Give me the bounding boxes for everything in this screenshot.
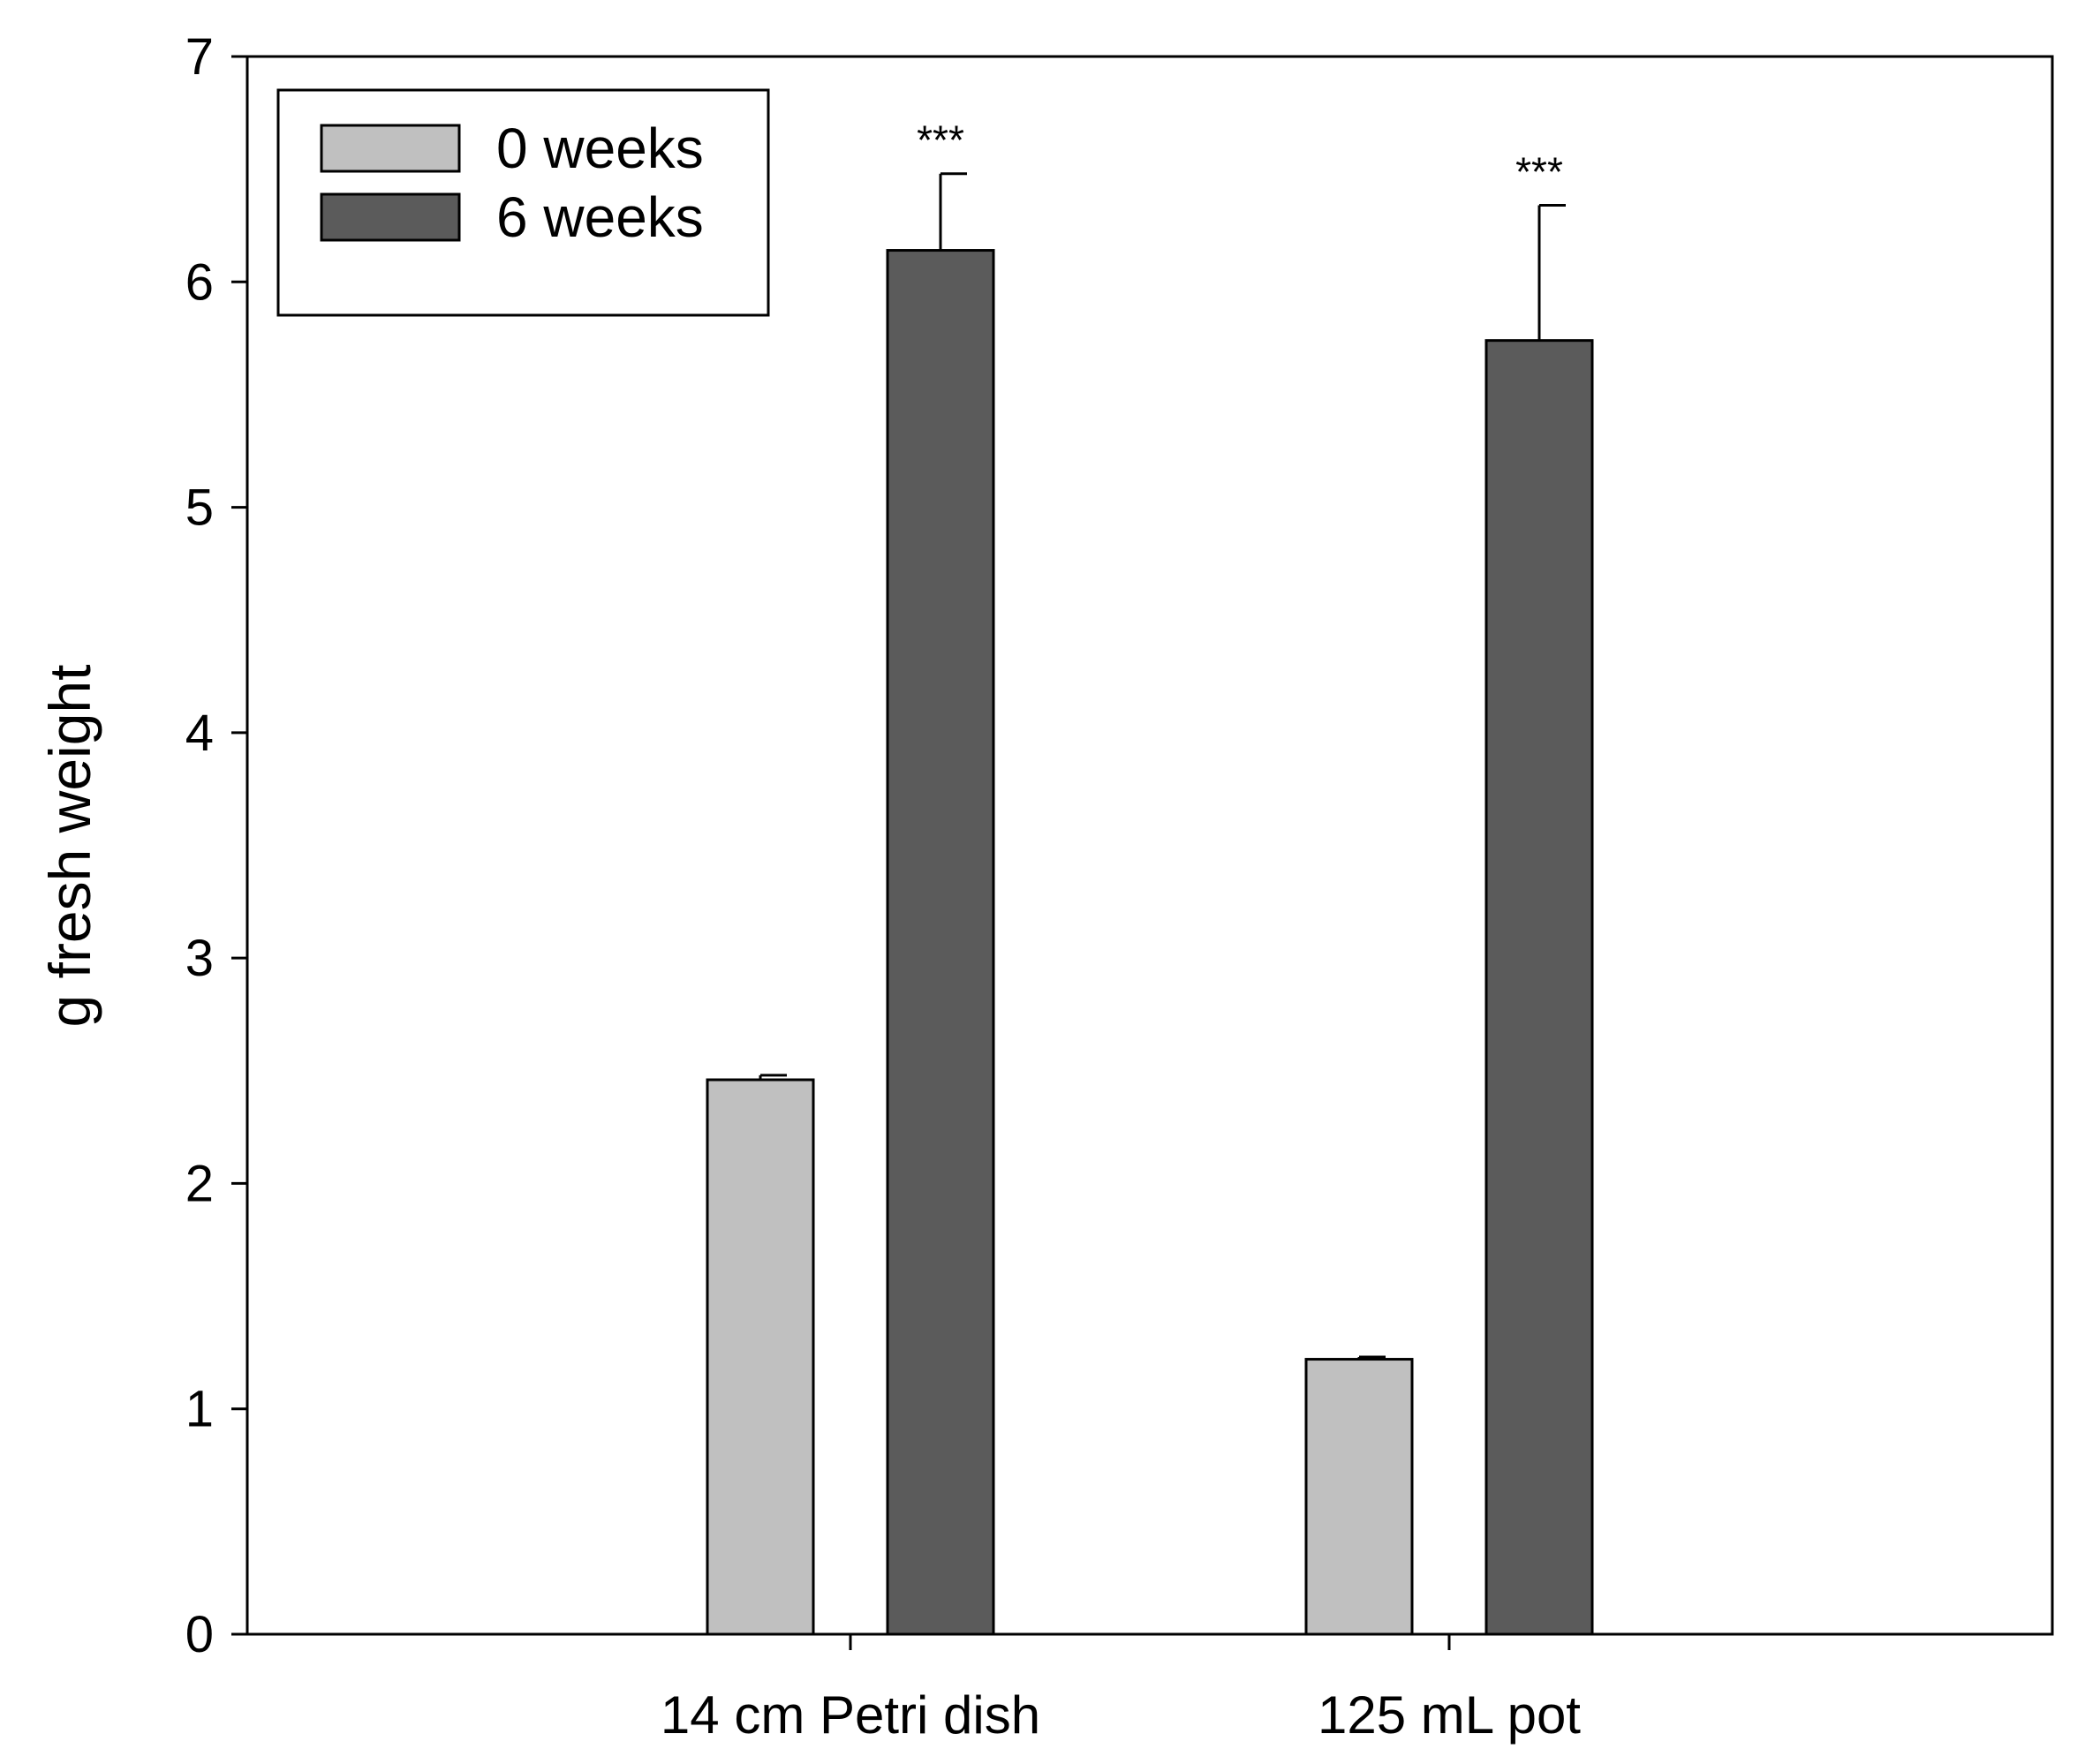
legend-label: 6 weeks	[496, 185, 704, 249]
y-tick-label: 4	[185, 705, 214, 762]
y-tick-label: 1	[185, 1381, 214, 1438]
bar-6-weeks	[886, 249, 995, 1636]
y-axis-title: g fresh weight	[37, 665, 102, 1028]
bar-6-weeks	[1484, 339, 1594, 1636]
plot-area	[246, 55, 2054, 1636]
significance-label: ***	[1515, 148, 1563, 194]
legend-label: 0 weeks	[496, 117, 704, 180]
x-category-label: 14 cm Petri dish	[661, 1685, 1040, 1745]
y-tick-label: 2	[185, 1155, 214, 1212]
error-bars-group	[759, 172, 1566, 1360]
significance-annotations: *** ***	[917, 117, 1563, 195]
y-tick-label: 7	[185, 28, 214, 86]
y-tick-label: 3	[185, 930, 214, 987]
y-tick-label: 6	[185, 253, 214, 311]
x-axis: 14 cm Petri dish 125 mL pot	[661, 1634, 1581, 1745]
y-tick-label: 5	[185, 479, 214, 537]
legend-swatch-0-weeks	[320, 124, 461, 173]
bar-0-weeks	[706, 1078, 815, 1636]
significance-label: ***	[917, 117, 964, 163]
bar-0-weeks	[1304, 1358, 1414, 1636]
x-category-label: 125 mL pot	[1318, 1685, 1581, 1745]
legend-swatch-6-weeks	[320, 192, 461, 242]
bars-group	[706, 249, 1594, 1636]
y-tick-label: 0	[185, 1606, 214, 1663]
y-axis: 0 1 2 3 4 5 6 7	[185, 28, 247, 1663]
